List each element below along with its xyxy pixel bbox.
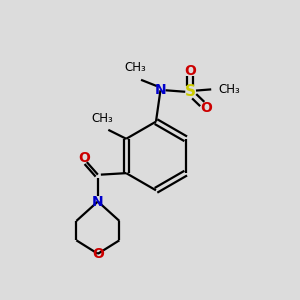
Text: O: O (184, 64, 196, 78)
Text: CH₃: CH₃ (124, 61, 146, 74)
Text: O: O (79, 151, 90, 165)
Text: CH₃: CH₃ (219, 83, 240, 96)
Text: S: S (185, 84, 196, 99)
Text: O: O (92, 247, 104, 261)
Text: N: N (92, 194, 104, 208)
Text: O: O (200, 101, 212, 115)
Text: CH₃: CH₃ (92, 112, 113, 125)
Text: N: N (154, 83, 166, 97)
